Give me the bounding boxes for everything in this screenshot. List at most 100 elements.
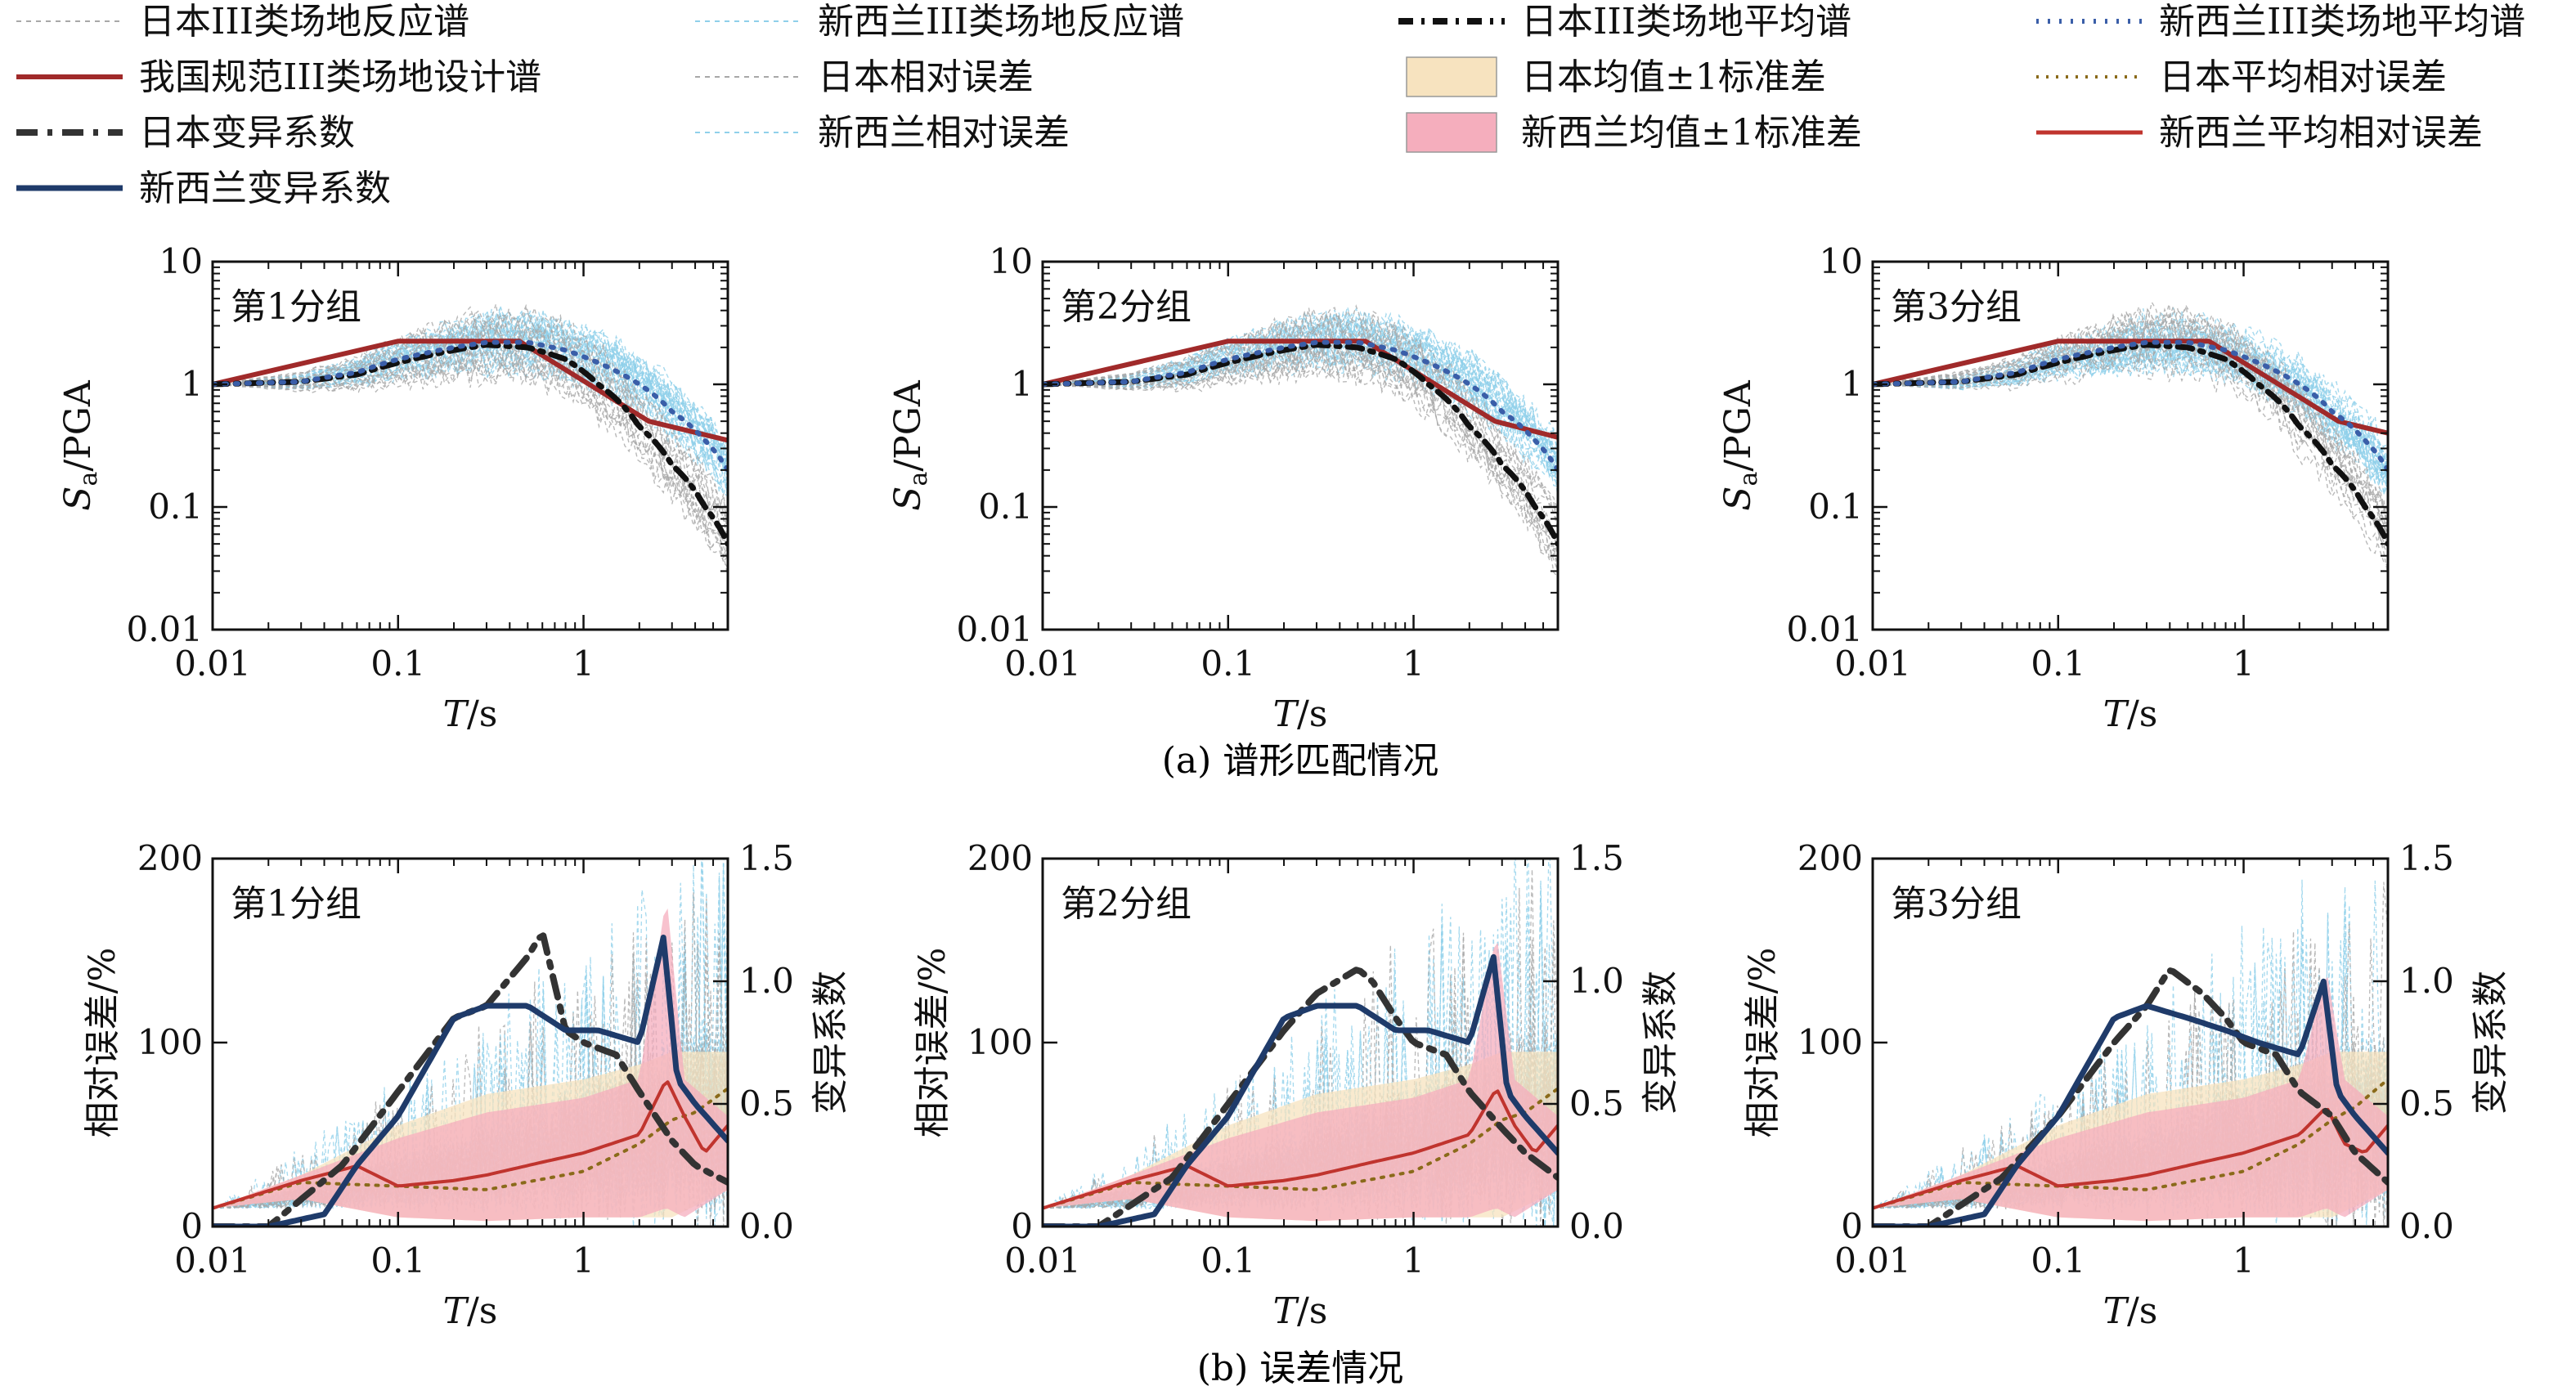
y-tick-label: 0 bbox=[1841, 1206, 1863, 1246]
y-tick-label: 200 bbox=[967, 838, 1033, 878]
plot-area bbox=[1043, 304, 1558, 578]
y-tick-label: 0.1 bbox=[978, 487, 1033, 527]
group-label: 第2分组 bbox=[1061, 883, 1192, 925]
series-line-新西兰平均相对误差 bbox=[213, 1080, 728, 1210]
x-axis-label-symbol: T bbox=[1273, 1290, 1300, 1332]
individual-spectrum-line bbox=[1043, 327, 1558, 478]
legend-item-jp-resp: 日本III类场地反应谱 bbox=[16, 1, 469, 43]
y-axis-label: 相对误差/% bbox=[1742, 948, 1784, 1138]
x-axis-label: T/s bbox=[1273, 1290, 1328, 1332]
legend-label: 新西兰III类场地平均谱 bbox=[2159, 1, 2525, 43]
legend-label: 日本变异系数 bbox=[139, 112, 355, 154]
x-tick-label: 1 bbox=[1402, 1240, 1425, 1281]
x-axis-label-symbol: T bbox=[443, 1290, 470, 1332]
y-tick-label: 100 bbox=[137, 1022, 203, 1062]
x-axis-label-unit: /s bbox=[467, 1290, 497, 1332]
series-line-日本变异系数 bbox=[1873, 967, 2388, 1227]
individual-spectrum-line bbox=[1873, 318, 2388, 469]
y-tick-label: 0.01 bbox=[126, 609, 203, 649]
series-line-日本III类场地平均谱 bbox=[1043, 342, 1558, 547]
individual-spectrum-line bbox=[1043, 346, 1558, 572]
caption-b: (b) 误差情况 bbox=[1197, 1348, 1403, 1389]
y2-tick-label: 1.0 bbox=[1569, 961, 1624, 1001]
legend-label: 新西兰相对误差 bbox=[818, 112, 1070, 154]
caption-a: (a) 谱形匹配情况 bbox=[1162, 740, 1439, 782]
y-tick-label: 10 bbox=[1820, 241, 1863, 281]
x-axis-label-unit: /s bbox=[2127, 1290, 2157, 1332]
y2-tick-label: 0.5 bbox=[739, 1083, 794, 1124]
series-line-日本III类场地平均谱 bbox=[1873, 342, 2388, 547]
legend-label: 新西兰变异系数 bbox=[139, 168, 391, 209]
series-line-我国规范III类场地设计谱 bbox=[1873, 339, 2388, 436]
x-axis-label-symbol: T bbox=[2103, 1290, 2130, 1332]
individual-spectrum-line bbox=[1873, 307, 2388, 461]
individual-spectrum-line bbox=[1043, 357, 1558, 576]
y2-tick-label: 0.0 bbox=[739, 1206, 794, 1246]
y2-axis-label: 变异系数 bbox=[1640, 971, 1681, 1115]
series-line-日本平均相对误差 bbox=[1873, 1078, 2388, 1210]
error-panel-2: 0.01 0.1 1 T/s 第2分组 0 100 200 0.0 0.5 1.0 1.5 相对误差/%… bbox=[912, 838, 1681, 1332]
x-tick-label: 0.1 bbox=[370, 644, 425, 684]
y2-tick-label: 1.5 bbox=[1569, 838, 1624, 878]
series-line-日本平均相对误差 bbox=[213, 1087, 728, 1210]
y-tick-label: 200 bbox=[1797, 838, 1863, 878]
y2-tick-label: 0.0 bbox=[1569, 1206, 1624, 1246]
individual-spectrum-line bbox=[1043, 331, 1558, 555]
y-axis-label-symbol: S bbox=[887, 487, 929, 511]
individual-spectrum-line bbox=[1043, 312, 1558, 463]
plot-frame bbox=[1041, 260, 1560, 631]
band-新西兰均值±1标准差 bbox=[1873, 976, 2388, 1222]
series-line-新西兰III类场地平均谱 bbox=[213, 339, 728, 473]
x-tick-label: 0.01 bbox=[174, 644, 251, 684]
y-tick-label: 1 bbox=[181, 364, 203, 404]
y2-tick-label: 0.5 bbox=[1569, 1083, 1624, 1124]
band-新西兰均值±1标准差 bbox=[213, 908, 728, 1222]
y-tick-label: 0.01 bbox=[956, 609, 1033, 649]
group-label: 第2分组 bbox=[1061, 286, 1192, 328]
y-tick-label: 1 bbox=[1011, 364, 1033, 404]
individual-spectrum-line bbox=[1873, 353, 2388, 575]
y-axis-label: Sa/PGA bbox=[57, 379, 103, 511]
error-panel-1: 0.01 0.1 1 T/s 第1分组 0 100 200 0.0 0.5 1.0 1.5 相对误差/%… bbox=[82, 838, 851, 1332]
individual-spectrum-line bbox=[1043, 307, 1558, 451]
individual-spectrum-line bbox=[213, 350, 728, 495]
legend-item-nz-meanerr: 新西兰平均相对误差 bbox=[2036, 112, 2483, 154]
series-line-新西兰变异系数 bbox=[1873, 978, 2388, 1227]
x-axis-label-symbol: T bbox=[2103, 693, 2130, 735]
legend-label: 新西兰均值±1标准差 bbox=[1521, 112, 1862, 154]
y2-tick-label: 1.0 bbox=[2399, 961, 2454, 1001]
y-axis-label-unit: /PGA bbox=[887, 379, 929, 472]
x-tick-label: 1 bbox=[2233, 644, 2255, 684]
x-tick-label: 0.01 bbox=[174, 1240, 251, 1281]
legend-item-nz-mean: 新西兰III类场地平均谱 bbox=[2036, 1, 2525, 43]
spectrum-panel-2: 0.01 0.1 1 T/s 第2分组 0.01 0.1 1 10 Sa/PGA bbox=[887, 241, 1560, 735]
y-axis-label: Sa/PGA bbox=[1717, 379, 1763, 511]
x-tick-label: 0.1 bbox=[370, 1240, 425, 1281]
y2-tick-label: 1.0 bbox=[739, 961, 794, 1001]
legend-item-nz-relerr: 新西兰相对误差 bbox=[695, 112, 1070, 154]
x-tick-label: 1 bbox=[2233, 1240, 2255, 1281]
individual-spectrum-line bbox=[1873, 311, 2388, 450]
legend-swatch bbox=[1406, 112, 1497, 153]
y-tick-label: 0 bbox=[181, 1206, 203, 1246]
legend-item-jp-cov: 日本变异系数 bbox=[16, 112, 355, 154]
individual-spectrum-line bbox=[1873, 341, 2388, 492]
individual-spectrum-line bbox=[213, 316, 728, 451]
y-tick-label: 0 bbox=[1011, 1206, 1033, 1246]
y2-tick-label: 0.0 bbox=[2399, 1206, 2454, 1246]
x-axis-label-symbol: T bbox=[1273, 693, 1300, 735]
legend-item-nz-band: 新西兰均值±1标准差 bbox=[1406, 112, 1862, 154]
individual-spectrum-line bbox=[1873, 348, 2388, 567]
x-axis-label-unit: /s bbox=[467, 693, 497, 735]
legend-item-nz-cov: 新西兰变异系数 bbox=[16, 168, 391, 209]
legend: 日本III类场地反应谱 新西兰III类场地反应谱 日本III类场地平均谱 新西兰III… bbox=[16, 1, 2525, 209]
individual-spectrum-line bbox=[213, 303, 728, 523]
individual-spectrum-line bbox=[213, 324, 728, 477]
y-tick-label: 100 bbox=[1797, 1022, 1863, 1062]
y-tick-label: 1 bbox=[1841, 364, 1863, 404]
series-line-日本平均相对误差 bbox=[1043, 1087, 1558, 1210]
individual-error-line bbox=[1873, 923, 2388, 1221]
legend-label: 日本III类场地平均谱 bbox=[1521, 1, 1851, 43]
